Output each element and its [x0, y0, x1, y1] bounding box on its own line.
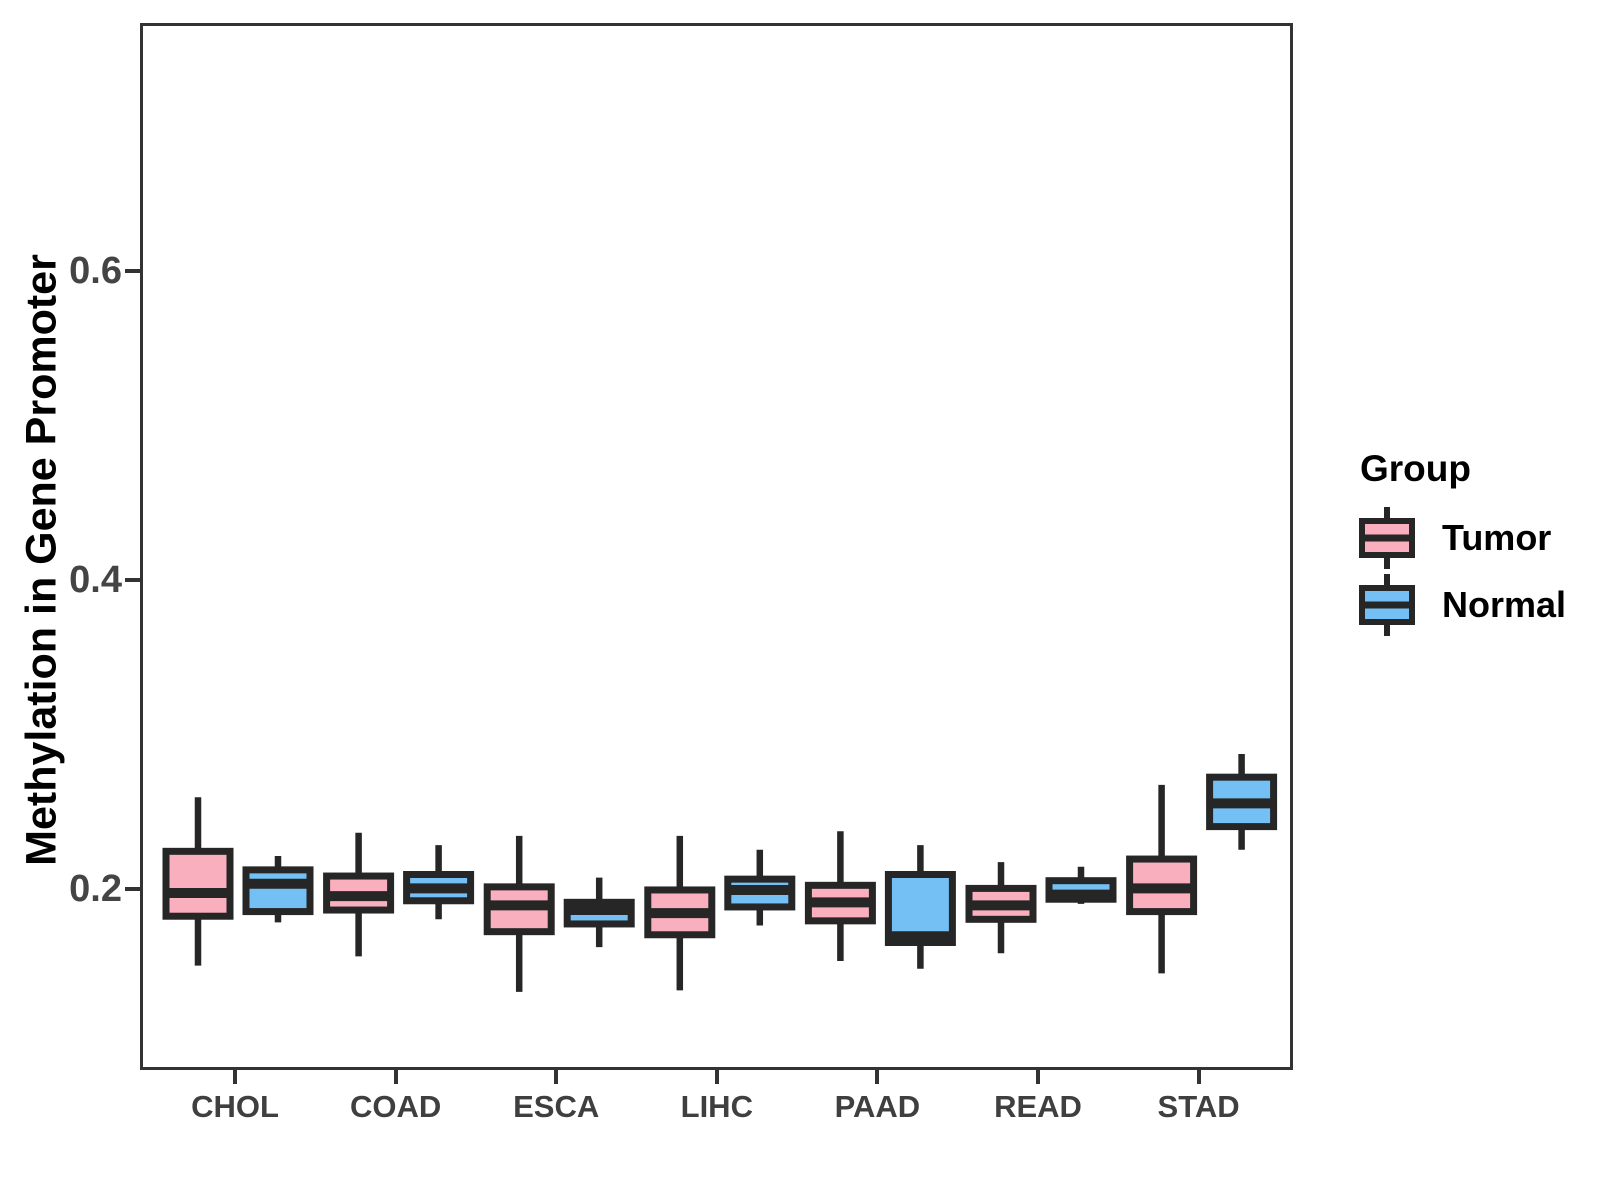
legend-label-tumor: Tumor — [1442, 516, 1552, 558]
box-tumor-CHOL — [162, 847, 234, 920]
x-tick-label: COAD — [349, 1089, 442, 1124]
y-tick-mark — [125, 886, 140, 891]
x-tick-mark — [714, 1070, 719, 1084]
plot-panel — [140, 23, 1293, 1070]
y-tick-mark — [125, 268, 140, 273]
box-normal-CHOL — [242, 866, 314, 916]
x-tick-label: ESCA — [513, 1089, 600, 1124]
box-normal-PAAD — [884, 871, 956, 946]
legend-title: Group — [1360, 448, 1471, 489]
x-tick-label: LIHC — [680, 1089, 753, 1124]
boxplot-key-normal-icon — [1359, 573, 1415, 636]
y-tick-mark — [125, 577, 140, 582]
x-tick-label: PAAD — [834, 1089, 921, 1124]
y-tick-label: 0.6 — [69, 249, 122, 292]
x-tick-label: CHOL — [191, 1089, 279, 1124]
y-tick-label: 0.4 — [69, 558, 122, 601]
x-tick-mark — [1036, 1070, 1040, 1084]
legend-item-normal: Normal — [1358, 571, 1566, 638]
x-tick-mark — [393, 1070, 398, 1084]
boxplot-canvas — [162, 753, 1278, 992]
legend-item-tumor: Tumor — [1358, 504, 1566, 571]
x-tick-mark — [233, 1070, 237, 1084]
legend-label-normal: Normal — [1442, 583, 1567, 625]
x-tick-label: STAD — [1157, 1089, 1240, 1124]
x-tick-mark — [1196, 1070, 1201, 1084]
boxplot-key-tumor-icon — [1359, 506, 1415, 569]
y-tick-label: 0.2 — [69, 867, 122, 910]
x-tick-mark — [875, 1070, 880, 1084]
legend: Group Tumor Normal — [1358, 448, 1566, 638]
x-tick-mark — [554, 1070, 559, 1084]
x-tick-label: READ — [994, 1089, 1082, 1124]
